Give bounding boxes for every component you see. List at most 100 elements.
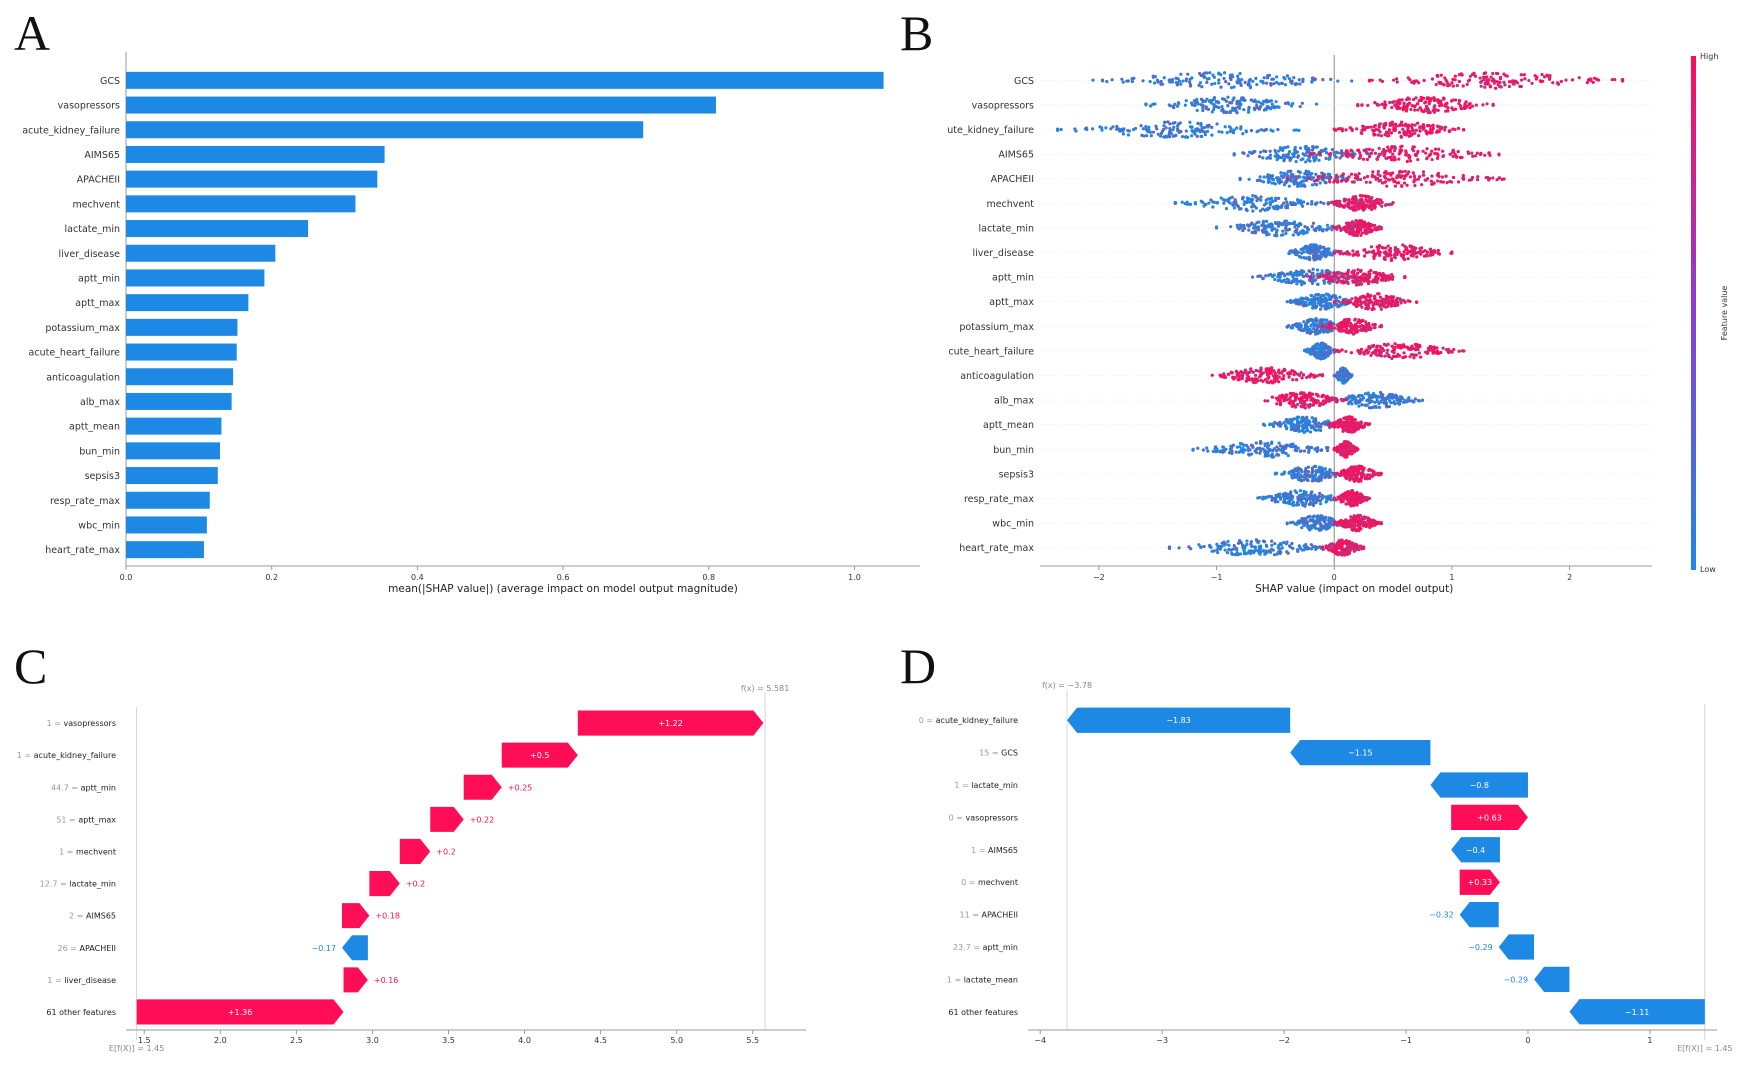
shap-point-potassium_max	[1304, 323, 1308, 327]
shap-point-GCS	[1448, 83, 1452, 87]
shap-point-alb_max	[1360, 398, 1364, 402]
shap-point-cute_heart_failure	[1419, 355, 1423, 359]
shap-point-AIMS65	[1306, 158, 1310, 162]
shap-point-alb_max	[1334, 400, 1338, 404]
shap-point-ute_kidney_failure	[1180, 134, 1185, 139]
shap-point-vasopressors	[1360, 103, 1364, 107]
shap-point-GCS	[1519, 73, 1523, 77]
shap-point-lactate_min	[1246, 223, 1250, 227]
shap-point-aptt_min	[1339, 280, 1343, 284]
shap-point-lactate_min	[1332, 225, 1336, 230]
shap-point-ute_kidney_failure	[1100, 128, 1104, 132]
shap-point-GCS	[1412, 81, 1416, 85]
shap-point-alb_max	[1305, 398, 1309, 402]
shap-point-vasopressors	[1410, 104, 1414, 108]
shap-point-aptt_mean	[1309, 430, 1313, 434]
shap-point-anticoagulation	[1226, 372, 1230, 376]
shap-point-anticoagulation	[1343, 373, 1348, 377]
shap-point-aptt_min	[1346, 276, 1350, 280]
shap-point-GCS	[1110, 78, 1114, 82]
shap-point-ute_kidney_failure	[1363, 128, 1367, 132]
shap-point-cute_heart_failure	[1375, 345, 1379, 349]
shap-point-potassium_max	[1311, 318, 1315, 322]
shap-point-aptt_min	[1305, 272, 1309, 276]
shap-point-ute_kidney_failure	[1147, 128, 1151, 132]
shap-point-APACHEII	[1268, 173, 1272, 178]
shap-point-GCS	[1217, 78, 1221, 82]
shap-point-aptt_mean	[1353, 422, 1357, 426]
shap-point-potassium_max	[1315, 319, 1319, 323]
shap-point-mechvent	[1296, 200, 1300, 204]
shap-point-AIMS65	[1273, 154, 1277, 158]
shap-point-vasopressors	[1231, 107, 1235, 111]
shap-point-GCS	[1489, 75, 1493, 79]
shap-point-vasopressors	[1256, 100, 1261, 104]
shap-point-GCS	[1556, 82, 1561, 86]
shap-point-AIMS65	[1441, 154, 1446, 158]
feature-label-cute_heart_failure: cute_heart_failure	[948, 346, 1034, 357]
shap-point-alb_max	[1350, 398, 1354, 402]
shap-point-bun_min	[1196, 446, 1200, 450]
bar-heart_rate_max	[126, 541, 204, 559]
shap-point-alb_max	[1266, 399, 1270, 403]
shap-point-aptt_max	[1369, 294, 1373, 298]
shap-point-APACHEII	[1396, 175, 1400, 179]
shap-point-bun_min	[1325, 448, 1330, 453]
feature-label-heart_rate_max: heart_rate_max	[45, 545, 120, 556]
shap-point-bun_min	[1266, 451, 1270, 455]
shap-point-mechvent	[1224, 206, 1229, 211]
shap-point-AIMS65	[1350, 153, 1354, 157]
shap-point-GCS	[1262, 76, 1266, 80]
shap-point-vasopressors	[1247, 107, 1251, 112]
shap-point-APACHEII	[1289, 175, 1293, 179]
shap-point-alb_max	[1381, 393, 1385, 397]
shap-point-alb_max	[1275, 402, 1279, 406]
shap-point-aptt_mean	[1271, 422, 1275, 426]
shap-point-GCS	[1542, 75, 1547, 79]
shap-point-GCS	[1222, 71, 1227, 75]
shap-point-liver_disease	[1383, 250, 1387, 254]
shap-point-APACHEII	[1370, 173, 1375, 177]
shap-point-AIMS65	[1367, 155, 1372, 159]
shap-point-alb_max	[1344, 398, 1348, 402]
shap-point-liver_disease	[1317, 249, 1321, 253]
shap-point-ute_kidney_failure	[1109, 127, 1113, 131]
shap-point-AIMS65	[1471, 154, 1475, 158]
shap-point-potassium_max	[1315, 328, 1319, 332]
shap-point-bun_min	[1258, 439, 1263, 444]
shap-point-liver_disease	[1375, 245, 1379, 249]
shap-point-aptt_min	[1356, 271, 1360, 275]
shap-point-GCS	[1350, 79, 1354, 83]
shap-point-APACHEII	[1276, 176, 1280, 180]
shap-point-APACHEII	[1405, 183, 1409, 187]
shap-point-AIMS65	[1433, 147, 1438, 151]
shap-point-vasopressors	[1224, 99, 1229, 103]
shap-point-liver_disease	[1419, 246, 1424, 250]
shap-point-ute_kidney_failure	[1173, 120, 1177, 125]
bar-vasopressors	[126, 96, 717, 114]
shap-point-ute_kidney_failure	[1145, 134, 1149, 138]
shap-point-aptt_mean	[1349, 426, 1353, 430]
shap-point-AIMS65	[1286, 155, 1290, 159]
shap-point-lactate_min	[1270, 228, 1274, 232]
shap-point-AIMS65	[1424, 151, 1428, 155]
shap-point-APACHEII	[1475, 178, 1480, 182]
feature-label-AIMS65: AIMS65	[84, 150, 120, 161]
shap-point-GCS	[1523, 77, 1527, 81]
shap-point-anticoagulation	[1268, 370, 1272, 374]
shap-point-sepsis3	[1307, 475, 1311, 479]
shap-point-alb_max	[1287, 397, 1291, 401]
shap-point-aptt_mean	[1339, 420, 1343, 424]
bar-bun_min	[126, 442, 220, 460]
shap-point-GCS	[1280, 81, 1284, 85]
shap-point-mechvent	[1222, 201, 1226, 205]
shap-point-anticoagulation	[1218, 373, 1222, 377]
shap-point-aptt_max	[1415, 300, 1419, 305]
shap-point-vasopressors	[1195, 108, 1199, 113]
shap-point-mechvent	[1201, 200, 1205, 204]
shap-point-aptt_mean	[1319, 422, 1323, 427]
shap-point-lactate_min	[1311, 221, 1316, 225]
shap-point-ute_kidney_failure	[1462, 127, 1466, 132]
shap-point-mechvent	[1300, 204, 1305, 208]
shap-point-cute_heart_failure	[1410, 346, 1414, 351]
